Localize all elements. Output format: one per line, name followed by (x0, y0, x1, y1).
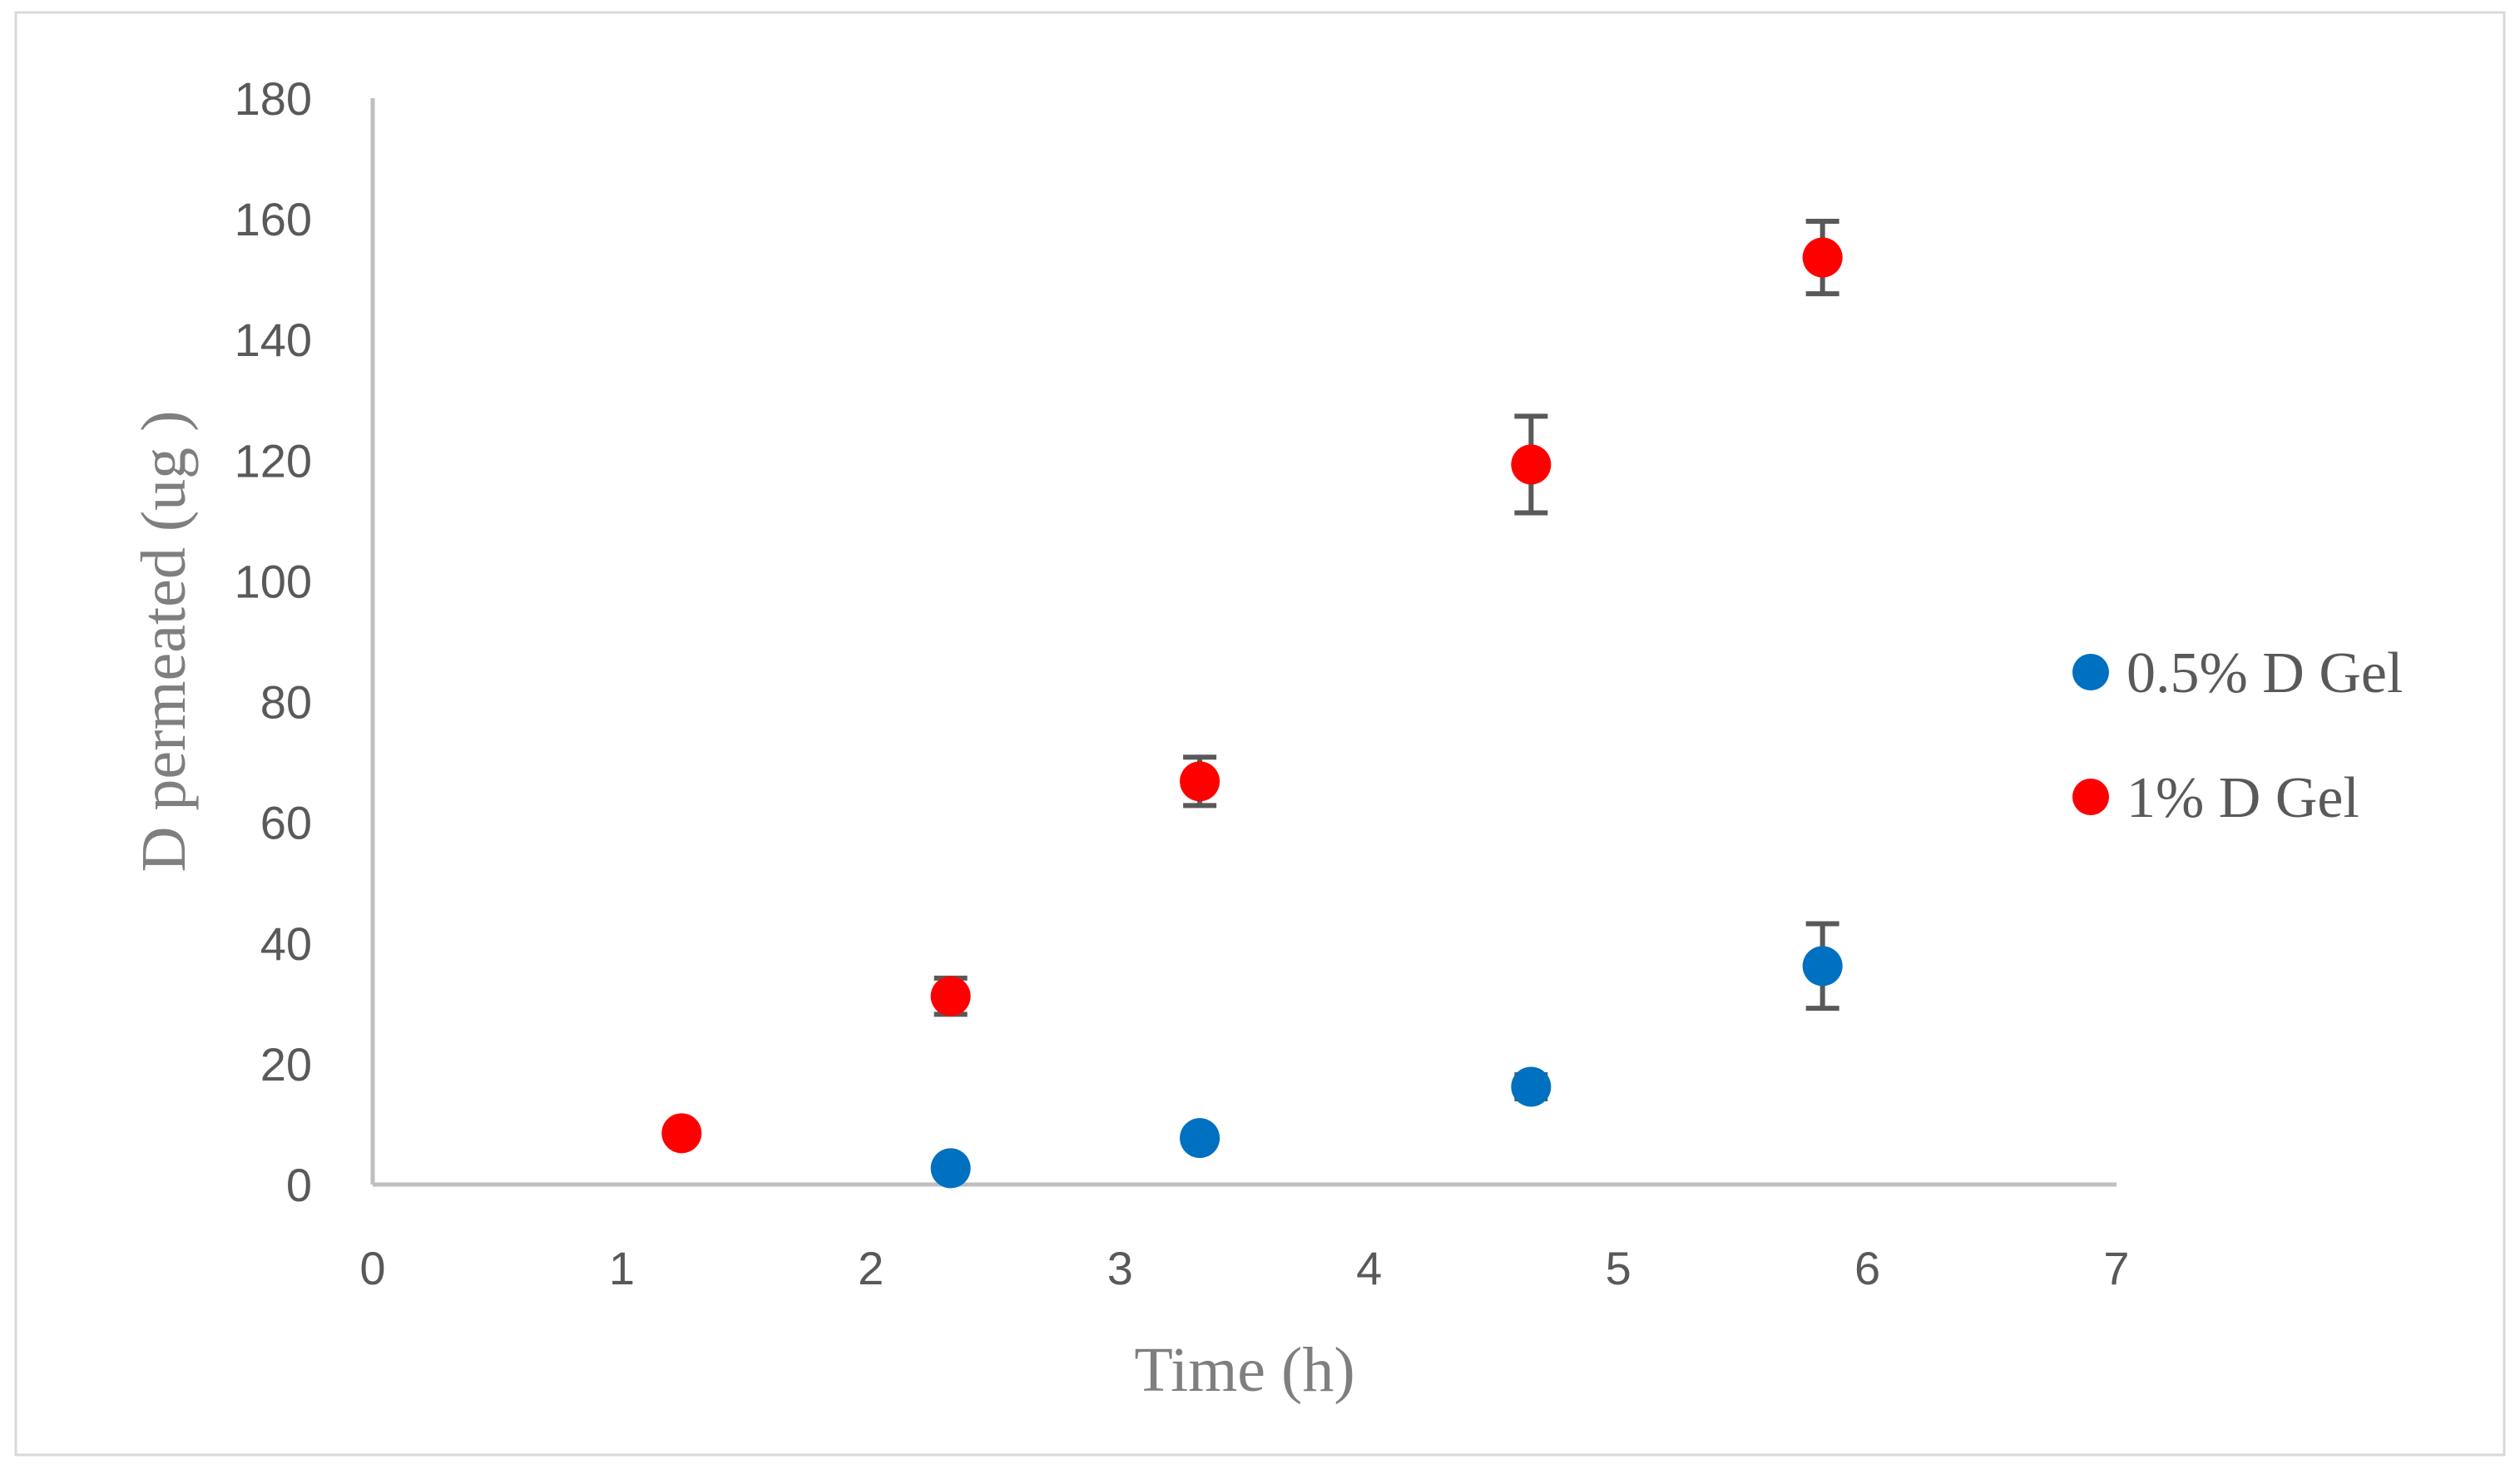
y-axis-title: D permeated (ug ) (129, 411, 199, 873)
data-point-blue (1511, 1066, 1552, 1107)
y-tick-label: 100 (235, 555, 312, 607)
chart-frame (14, 11, 2506, 1457)
x-tick-label: 1 (609, 1242, 635, 1294)
legend-label: 0.5% D Gel (2126, 641, 2403, 705)
legend-marker (2072, 654, 2109, 690)
x-tick-label: 0 (359, 1242, 385, 1294)
data-point-red (930, 976, 971, 1016)
data-point-red (1511, 444, 1552, 485)
y-tick-label: 120 (235, 434, 312, 487)
x-tick-label: 6 (1854, 1242, 1880, 1294)
data-point-blue (1180, 1118, 1220, 1159)
x-tick-label: 5 (1606, 1242, 1631, 1294)
y-tick-label: 20 (260, 1038, 312, 1091)
y-tick-label: 160 (235, 193, 312, 245)
legend-label: 1% D Gel (2126, 766, 2359, 830)
data-point-red (661, 1113, 702, 1154)
x-tick-label: 7 (2103, 1242, 2129, 1294)
legend-marker (2072, 779, 2109, 815)
data-point-red (1180, 761, 1220, 802)
y-tick-label: 60 (260, 797, 312, 849)
x-tick-label: 3 (1107, 1242, 1133, 1294)
data-point-blue (930, 1148, 971, 1189)
data-point-blue (1802, 946, 1843, 987)
y-tick-label: 140 (235, 314, 312, 366)
x-tick-label: 2 (858, 1242, 884, 1294)
y-tick-label: 40 (260, 918, 312, 970)
y-tick-label: 80 (260, 676, 312, 729)
y-tick-label: 0 (286, 1159, 312, 1211)
x-tick-label: 4 (1356, 1242, 1382, 1294)
x-axis-title: Time (h) (1134, 1335, 1354, 1405)
data-point-red (1802, 237, 1843, 278)
y-tick-label: 180 (235, 72, 312, 125)
